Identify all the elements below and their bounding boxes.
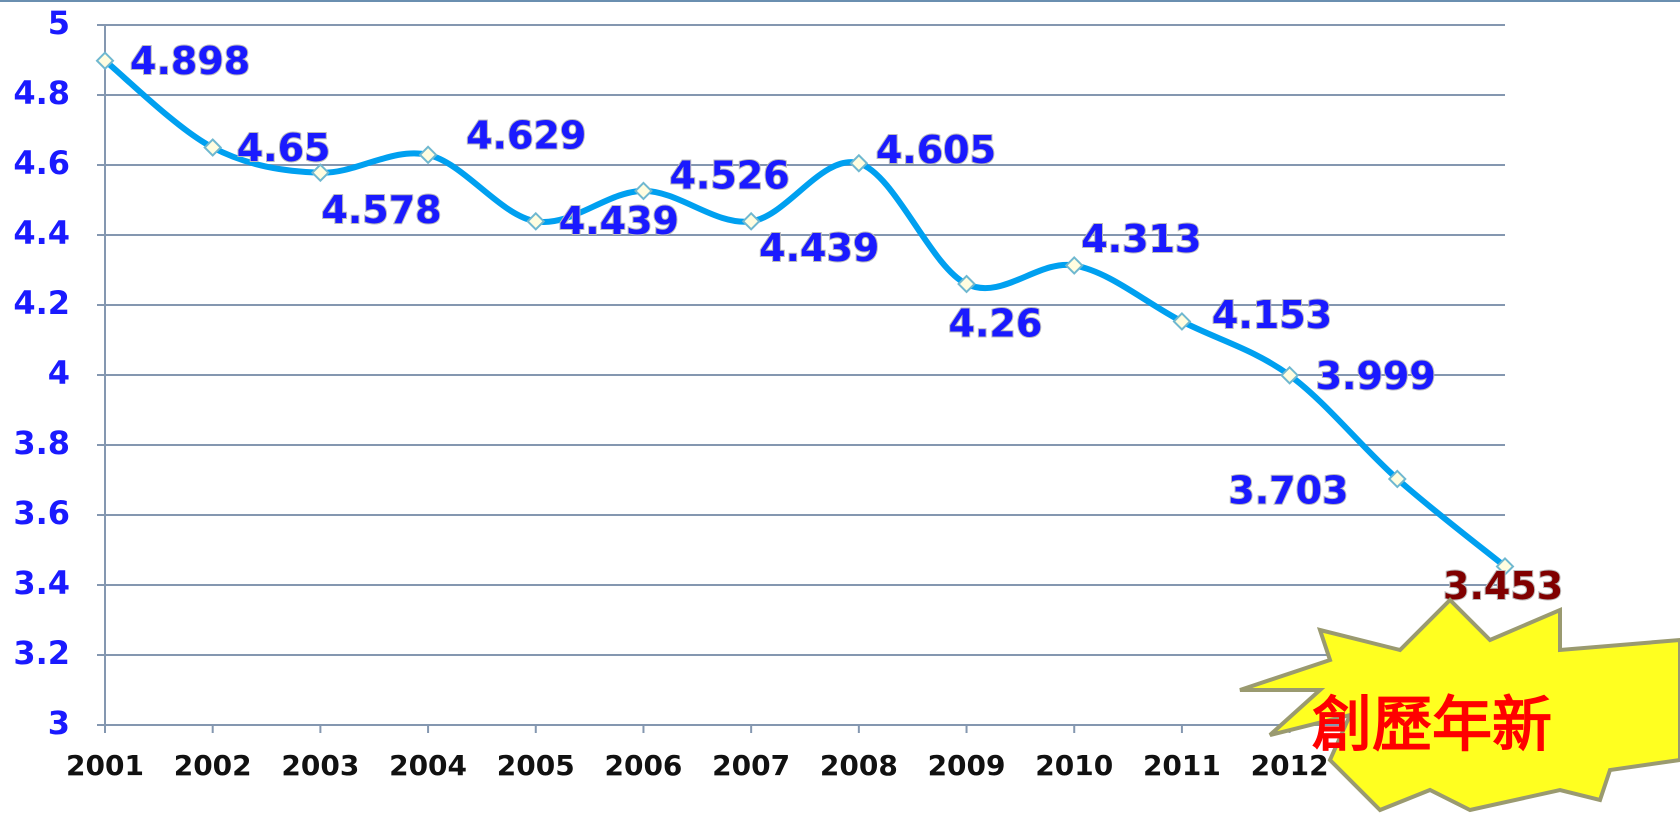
y-tick-label: 3.6 [13, 494, 70, 532]
chart: 3 3.2 3.4 3.6 3.8 4 4.2 4.4 4.6 4.8 5 2001 2002 2003 2… [0, 0, 1680, 834]
y-tick-label: 3.4 [13, 564, 70, 602]
x-tick-label: 2005 [497, 749, 575, 782]
y-tick-label: 4.8 [13, 74, 70, 112]
x-tick-label: 2003 [281, 749, 359, 782]
marker [528, 213, 544, 229]
y-tick-label: 3.2 [13, 634, 70, 672]
marker [635, 183, 651, 199]
value-label: 4.605 [876, 128, 996, 172]
x-tick-label: 2008 [820, 749, 898, 782]
marker [1066, 257, 1082, 273]
y-tick-label: 3 [48, 704, 70, 742]
value-label: 4.578 [321, 188, 441, 232]
y-tick-label: 5 [48, 4, 70, 42]
annotation: 創歷年新 [1312, 691, 1552, 761]
value-label: 4.439 [759, 226, 879, 270]
value-label: 3.703 [1228, 468, 1348, 512]
value-label: 3.453 [1443, 564, 1563, 608]
y-tick-label: 4 [48, 354, 70, 392]
marker [420, 147, 436, 163]
x-tick-label: 2009 [928, 749, 1006, 782]
y-tick-label: 4.4 [13, 214, 70, 252]
value-label: 4.629 [466, 113, 586, 157]
value-label: 3.999 [1316, 354, 1436, 398]
value-label: 4.439 [559, 199, 679, 243]
value-label: 4.26 [949, 302, 1043, 346]
x-tick-label: 2011 [1143, 749, 1221, 782]
y-tick-label: 4.2 [13, 284, 70, 322]
y-tick-label: 4.6 [13, 144, 70, 182]
x-tick-label: 2006 [604, 749, 682, 782]
value-label: 4.898 [130, 39, 250, 83]
x-tick-label: 2001 [66, 749, 144, 782]
value-label: 4.153 [1212, 293, 1332, 337]
value-label: 4.313 [1081, 217, 1201, 261]
x-tick-label: 2010 [1035, 749, 1113, 782]
x-tick-label: 2007 [712, 749, 790, 782]
y-tick-label: 3.8 [13, 424, 70, 462]
marker [743, 213, 759, 229]
value-label: 4.526 [669, 153, 789, 197]
x-tick-label: 2004 [389, 749, 467, 782]
x-tick-label: 2002 [174, 749, 252, 782]
value-label: 4.65 [237, 126, 331, 170]
